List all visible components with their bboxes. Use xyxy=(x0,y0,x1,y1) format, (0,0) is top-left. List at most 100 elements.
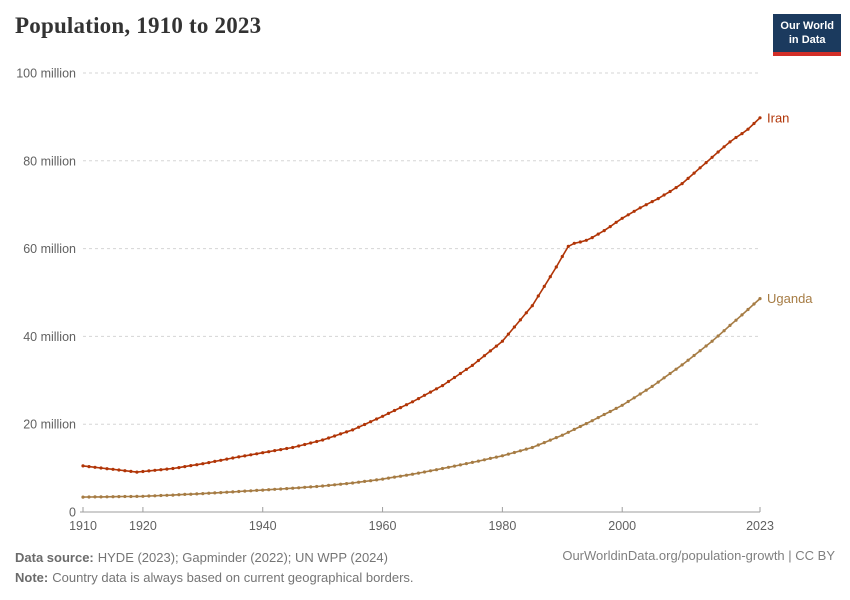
data-point[interactable] xyxy=(261,488,265,492)
data-point[interactable] xyxy=(494,344,498,348)
data-point[interactable] xyxy=(674,186,678,190)
data-point[interactable] xyxy=(303,442,307,447)
data-point[interactable] xyxy=(129,469,133,473)
data-point[interactable] xyxy=(386,476,391,480)
data-point[interactable] xyxy=(482,354,486,358)
data-point[interactable] xyxy=(638,206,642,210)
data-point[interactable] xyxy=(291,486,295,490)
data-point[interactable] xyxy=(363,422,367,427)
data-point[interactable] xyxy=(201,492,205,496)
data-point[interactable] xyxy=(662,376,666,380)
data-point[interactable] xyxy=(506,332,510,336)
data-point[interactable] xyxy=(476,358,480,363)
data-point[interactable] xyxy=(644,388,648,392)
data-point[interactable] xyxy=(488,456,492,460)
data-point[interactable] xyxy=(237,489,241,494)
data-point[interactable] xyxy=(674,367,678,371)
data-point[interactable] xyxy=(440,466,445,471)
data-point[interactable] xyxy=(87,465,91,469)
data-point[interactable] xyxy=(261,451,265,455)
data-point[interactable] xyxy=(321,438,325,442)
data-point[interactable] xyxy=(345,482,349,486)
data-point[interactable] xyxy=(279,448,283,452)
data-point[interactable] xyxy=(716,150,720,154)
data-point[interactable] xyxy=(668,189,672,194)
data-point[interactable] xyxy=(692,171,696,175)
data-point[interactable] xyxy=(93,465,97,469)
data-point[interactable] xyxy=(560,433,564,437)
data-point[interactable] xyxy=(680,363,684,367)
data-point[interactable] xyxy=(153,468,157,472)
data-point[interactable] xyxy=(494,455,498,459)
data-point[interactable] xyxy=(297,486,301,490)
data-point[interactable] xyxy=(207,491,211,495)
data-point[interactable] xyxy=(518,449,523,453)
data-point[interactable] xyxy=(99,466,103,470)
data-point[interactable] xyxy=(123,494,127,499)
data-point[interactable] xyxy=(416,471,421,475)
data-point[interactable] xyxy=(470,460,474,464)
data-point[interactable] xyxy=(698,349,702,353)
data-point[interactable] xyxy=(129,494,133,499)
data-point[interactable] xyxy=(333,483,337,487)
data-point[interactable] xyxy=(752,121,756,126)
data-point[interactable] xyxy=(524,447,528,451)
data-point[interactable] xyxy=(225,457,229,461)
data-point[interactable] xyxy=(392,475,397,479)
data-point[interactable] xyxy=(590,236,594,240)
data-point[interactable] xyxy=(668,371,672,376)
data-point[interactable] xyxy=(584,238,588,242)
data-point[interactable] xyxy=(303,485,307,489)
data-point[interactable] xyxy=(422,393,427,397)
data-point[interactable] xyxy=(410,400,415,404)
data-point[interactable] xyxy=(614,406,618,410)
data-point[interactable] xyxy=(500,339,504,343)
data-point[interactable] xyxy=(237,455,241,459)
data-point[interactable] xyxy=(165,493,169,497)
data-point[interactable] xyxy=(542,441,546,445)
data-point[interactable] xyxy=(608,225,612,229)
data-point[interactable] xyxy=(530,304,534,308)
data-point[interactable] xyxy=(626,399,630,404)
data-point[interactable] xyxy=(381,477,385,481)
data-point[interactable] xyxy=(722,145,726,149)
data-point[interactable] xyxy=(422,470,427,474)
data-point[interactable] xyxy=(590,419,594,423)
data-point[interactable] xyxy=(536,443,540,447)
data-point[interactable] xyxy=(452,464,457,468)
data-point[interactable] xyxy=(363,479,367,483)
data-point[interactable] xyxy=(285,487,289,491)
data-point[interactable] xyxy=(458,371,462,376)
data-point[interactable] xyxy=(339,482,343,486)
data-point[interactable] xyxy=(147,469,151,473)
data-point[interactable] xyxy=(105,467,109,471)
data-point[interactable] xyxy=(243,454,247,458)
series-label-uganda[interactable]: Uganda xyxy=(767,291,813,306)
data-point[interactable] xyxy=(554,265,558,269)
data-point[interactable] xyxy=(207,461,211,465)
data-point[interactable] xyxy=(404,403,409,407)
data-point[interactable] xyxy=(614,220,618,224)
data-point[interactable] xyxy=(291,445,295,450)
data-point[interactable] xyxy=(345,430,349,434)
data-point[interactable] xyxy=(542,284,546,288)
data-point[interactable] xyxy=(93,495,97,499)
data-point[interactable] xyxy=(375,417,379,421)
data-point[interactable] xyxy=(596,232,600,236)
data-point[interactable] xyxy=(123,469,127,473)
data-point[interactable] xyxy=(267,450,271,454)
data-point[interactable] xyxy=(141,494,145,498)
data-point[interactable] xyxy=(698,166,702,170)
data-point[interactable] xyxy=(135,470,139,474)
data-point[interactable] xyxy=(602,229,606,233)
data-point[interactable] xyxy=(321,484,325,488)
data-point[interactable] xyxy=(746,127,750,131)
data-point[interactable] xyxy=(566,430,570,434)
data-point[interactable] xyxy=(608,409,612,414)
data-point[interactable] xyxy=(464,462,468,466)
data-point[interactable] xyxy=(183,465,187,469)
data-point[interactable] xyxy=(632,396,636,400)
data-point[interactable] xyxy=(644,203,648,207)
data-point[interactable] xyxy=(500,454,504,458)
data-point[interactable] xyxy=(398,474,403,478)
